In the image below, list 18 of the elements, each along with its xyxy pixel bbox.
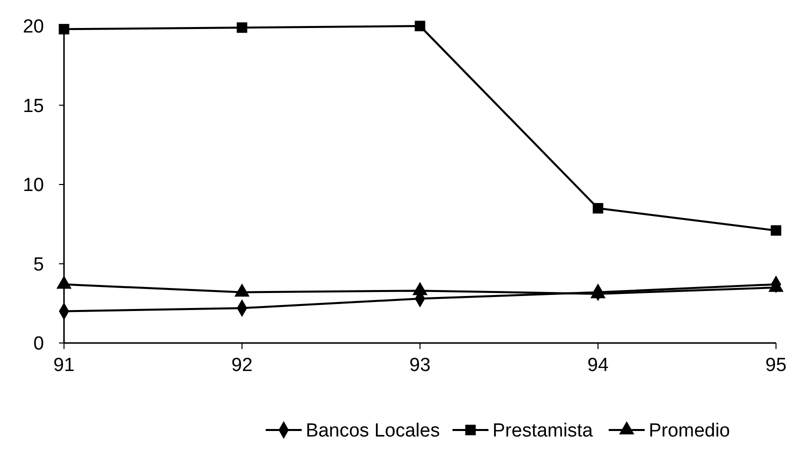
y-tick-label: 15 [22,96,44,117]
y-tick-label: 0 [33,334,44,355]
point [592,203,604,214]
legend-label: Promedio [648,420,730,442]
point [58,24,70,34]
x-tick-label: 94 [587,355,609,376]
x-tick-label: 95 [765,355,787,376]
y-tick-label: 20 [22,16,44,38]
y-tick-label: 5 [33,254,44,276]
point [770,225,782,236]
legend-label: Bancos Locales [306,420,440,442]
y-tick-label: 10 [22,175,44,196]
x-tick-label: 91 [53,355,75,376]
x-tick-label: 93 [409,355,431,376]
x-tick-label: 92 [231,355,253,376]
point [236,22,248,33]
legend-label: Prestamista [492,420,594,442]
point [414,20,426,32]
